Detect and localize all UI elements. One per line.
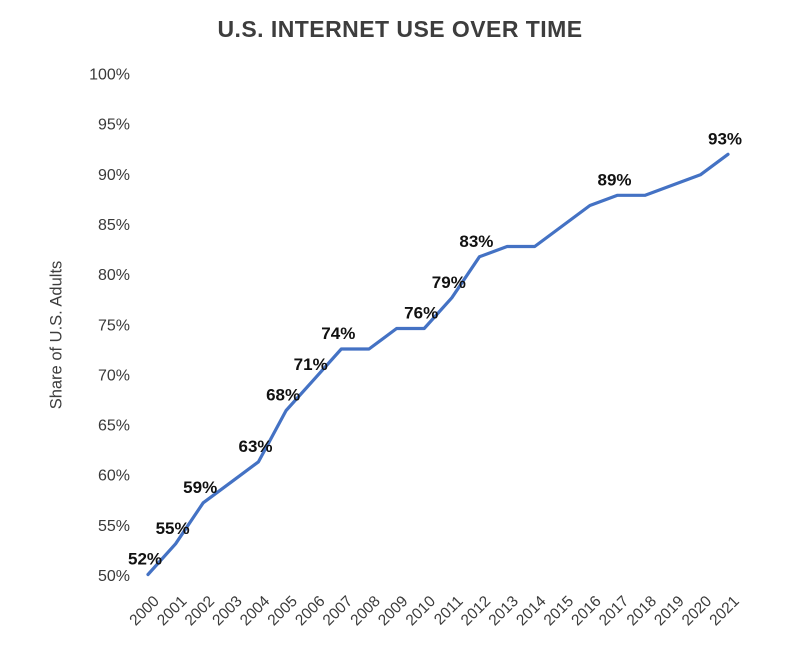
- x-tick-label: 2002: [182, 593, 218, 629]
- x-tick-label: 2001: [154, 593, 190, 629]
- x-tick-label: 2011: [431, 593, 467, 629]
- x-tick-label: 2004: [237, 593, 274, 630]
- x-tick-label: 2021: [706, 593, 742, 629]
- y-tick-label: 60%: [98, 468, 130, 485]
- data-label: 93%: [708, 129, 742, 148]
- y-tick-label: 55%: [98, 518, 130, 535]
- x-tick-label: 2009: [375, 593, 411, 629]
- y-tick-label: 65%: [98, 418, 130, 435]
- y-tick-label: 90%: [98, 167, 130, 184]
- y-tick-label: 95%: [98, 117, 130, 134]
- x-tick-label: 2006: [292, 593, 328, 629]
- data-label: 63%: [238, 437, 272, 456]
- data-label: 74%: [321, 324, 355, 343]
- trend-line: [146, 152, 730, 577]
- x-tick-label: 2019: [651, 593, 687, 629]
- x-tick-label: 2013: [486, 593, 522, 629]
- x-tick-label: 2000: [126, 593, 163, 630]
- y-tick-label: 70%: [98, 367, 130, 384]
- x-tick-label: 2010: [403, 593, 440, 630]
- y-tick-label: 75%: [98, 317, 130, 334]
- data-label: 68%: [266, 386, 300, 405]
- y-tick-label: 100%: [89, 67, 130, 84]
- data-label: 79%: [432, 273, 466, 292]
- data-label: 52%: [128, 550, 162, 569]
- y-tick-label: 80%: [98, 267, 130, 284]
- y-tick-label: 85%: [98, 217, 130, 234]
- y-tick-label: 50%: [98, 568, 130, 585]
- x-tick-label: 2012: [458, 593, 494, 629]
- x-tick-label: 2016: [568, 593, 604, 629]
- x-tick-label: 2017: [596, 593, 632, 629]
- x-tick-label: 2008: [347, 593, 383, 629]
- x-tick-label: 2018: [624, 593, 660, 629]
- x-tick-label: 2015: [541, 593, 577, 629]
- data-label: 59%: [183, 478, 217, 497]
- data-label: 89%: [597, 170, 631, 189]
- x-tick-label: 2005: [265, 593, 301, 629]
- x-tick-label: 2003: [209, 593, 245, 629]
- x-tick-label: 2020: [679, 593, 716, 630]
- x-tick-label: 2014: [513, 593, 550, 630]
- data-label: 76%: [404, 304, 438, 323]
- data-label: 71%: [294, 355, 328, 374]
- data-label: 55%: [156, 519, 190, 538]
- chart-title: U.S. INTERNET USE OVER TIME: [217, 16, 583, 42]
- data-label: 83%: [459, 232, 493, 251]
- x-tick-label: 2007: [320, 593, 356, 629]
